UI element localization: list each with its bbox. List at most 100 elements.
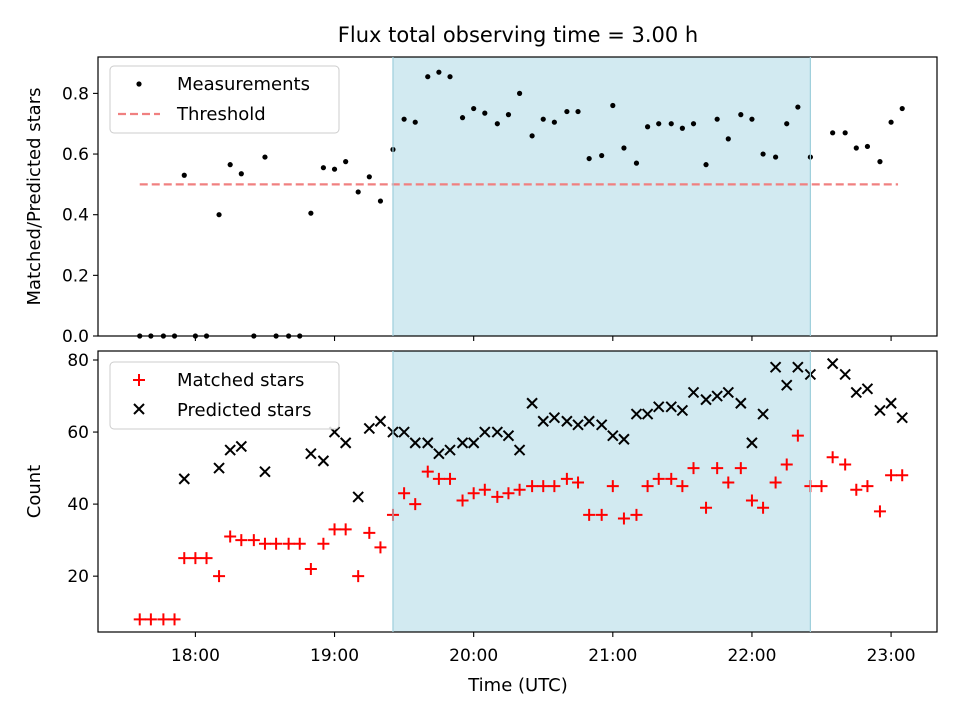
measurement-point	[853, 145, 859, 151]
predicted-star-point	[792, 361, 804, 373]
matched-star-point	[687, 462, 700, 475]
matched-star-point	[178, 552, 191, 565]
predicted-star-point	[757, 408, 769, 420]
measurement-point	[773, 154, 779, 160]
matched-star-point	[850, 483, 863, 496]
matched-star-point	[630, 508, 643, 521]
predicted-star-point	[861, 383, 874, 395]
matched-star-point	[317, 537, 330, 550]
measurement-point	[679, 125, 685, 131]
predicted-star-point	[467, 437, 480, 449]
matched-star-point	[374, 541, 387, 554]
measurement-point	[575, 108, 581, 115]
bottom-axes-frame	[97, 350, 938, 633]
measurement-point	[425, 74, 431, 80]
matched-star-point	[352, 570, 365, 583]
matched-star-point	[595, 508, 608, 521]
matched-star-point	[258, 537, 271, 550]
measurement-point	[308, 210, 314, 216]
predicted-star-point	[641, 408, 654, 420]
matched-star-point	[444, 472, 457, 485]
measurement-point	[621, 145, 627, 151]
measurement-point	[238, 171, 244, 177]
matched-star-point	[456, 494, 469, 507]
measurement-point	[366, 174, 372, 180]
predicted-star-point	[746, 437, 758, 449]
matched-star-point	[839, 458, 852, 471]
observing-window-top	[392, 57, 811, 336]
measurement-point	[216, 212, 222, 218]
measurement-point	[181, 172, 187, 178]
predicted-star-point	[607, 429, 619, 442]
matched-star-point	[757, 501, 770, 514]
predicted-star-point	[305, 447, 317, 460]
matched-star-point	[432, 472, 445, 485]
measurement-point	[355, 189, 361, 195]
matched-star-point	[734, 462, 747, 475]
matched-star-point	[328, 523, 341, 536]
predicted-star-point	[687, 386, 700, 399]
predicted-star-point	[235, 440, 248, 453]
matched-star-point	[815, 480, 828, 493]
measurement-point	[749, 116, 755, 122]
measurement-point	[540, 116, 546, 122]
legend-matched-marker	[133, 374, 145, 386]
measurement-point	[864, 143, 871, 150]
measurement-point	[656, 121, 662, 127]
predicted-star-point	[526, 397, 538, 409]
matched-star-point	[363, 526, 376, 539]
top-axes-frame	[97, 56, 938, 337]
predicted-star-point	[317, 455, 330, 467]
measurement-point	[401, 116, 407, 122]
measurement-point	[888, 119, 894, 125]
y-tick-label: 0.2	[62, 266, 89, 286]
predicted-star-point	[850, 386, 863, 399]
measurement-point	[447, 74, 453, 80]
predicted-star-point	[896, 411, 908, 424]
y-tick-label: 60	[67, 423, 89, 443]
predicted-star-point	[444, 444, 456, 456]
figure-title: Flux total observing time = 3.00 h	[338, 23, 698, 47]
bottom-panel-counts: 18:00 19:00 20:00 21:00 22:00 23:00 20 40 60 80 C…	[24, 350, 938, 666]
measurement-point	[471, 105, 477, 112]
matched-star-point	[548, 480, 561, 493]
matched-star-point	[873, 505, 886, 518]
measurement-point	[714, 116, 720, 122]
top-legend: Measurements Threshold	[109, 65, 340, 134]
bottom-y-axis-label: Count	[24, 465, 45, 518]
predicted-star-point	[735, 397, 747, 409]
legend-matched-label: Matched stars	[177, 370, 304, 391]
predicted-star-point	[513, 444, 526, 456]
matched-star-point	[826, 451, 839, 464]
measurement-point	[877, 159, 883, 165]
matched-star-point	[339, 523, 352, 536]
matched-star-point	[398, 487, 411, 500]
y-tick-label: 0.0	[62, 327, 89, 347]
matched-star-point	[711, 462, 724, 475]
predicted-star-point	[676, 404, 689, 417]
matched-star-point	[502, 487, 515, 500]
predicted-star-point	[618, 433, 630, 445]
matched-star-point	[513, 483, 526, 496]
matched-star-point	[168, 613, 181, 626]
measurement-point	[703, 162, 709, 168]
measurement-point	[690, 121, 697, 127]
predicted-star-point	[874, 404, 886, 417]
top-panel-ratio: 0.00.20.40.60.8 Matched/Predicted stars …	[24, 56, 938, 347]
x-tick-label: 23:00	[867, 646, 916, 666]
matched-star-point	[722, 476, 735, 489]
measurement-point	[899, 105, 905, 112]
predicted-star-point	[479, 426, 491, 438]
predicted-star-point	[422, 437, 434, 449]
matched-star-point	[467, 487, 480, 500]
matched-star-point	[478, 483, 491, 496]
matched-star-point	[409, 498, 422, 511]
matched-star-point	[421, 465, 434, 478]
measurement-point	[482, 110, 488, 116]
matched-star-point	[676, 480, 689, 493]
matched-star-point	[861, 480, 874, 493]
matched-star-point	[896, 469, 909, 482]
predicted-star-point	[826, 357, 839, 370]
matched-star-point	[641, 480, 654, 493]
